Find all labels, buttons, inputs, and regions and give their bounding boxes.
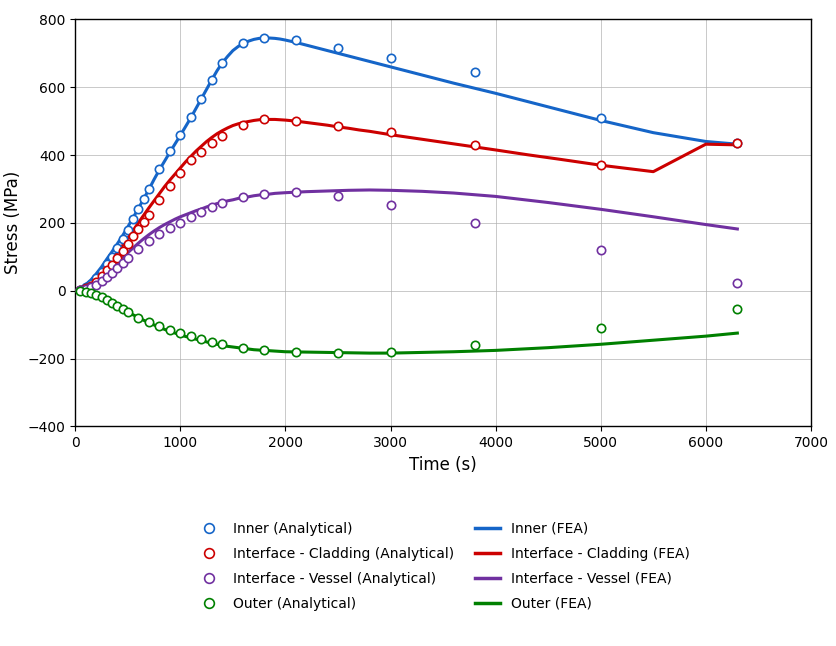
X-axis label: Time (s): Time (s) xyxy=(409,455,477,474)
Y-axis label: Stress (MPa): Stress (MPa) xyxy=(4,171,22,275)
Legend: Inner (Analytical), Interface - Cladding (Analytical), Interface - Vessel (Analy: Inner (Analytical), Interface - Cladding… xyxy=(190,515,696,618)
